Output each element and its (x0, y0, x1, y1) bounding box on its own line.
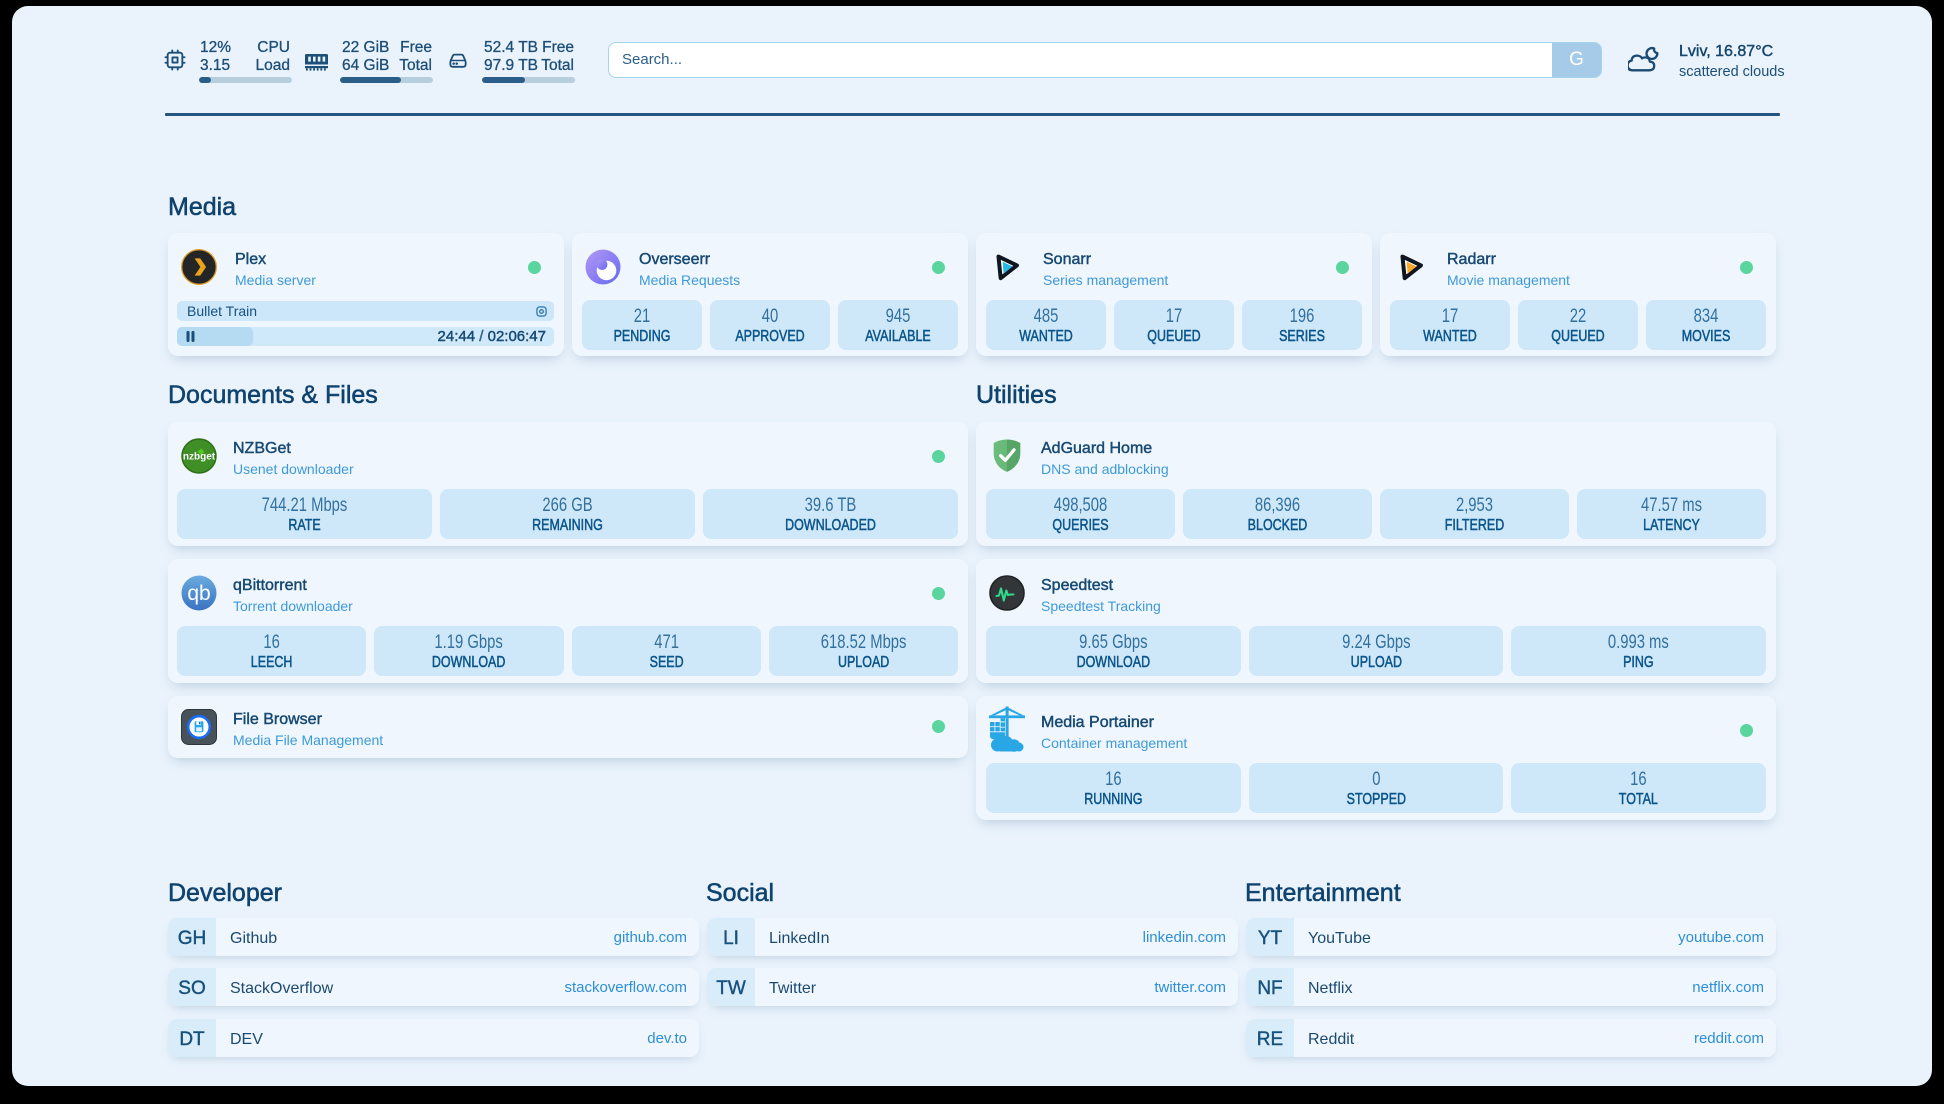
svg-text:nzbget: nzbget (183, 452, 216, 463)
svg-text:qb: qb (187, 582, 210, 605)
